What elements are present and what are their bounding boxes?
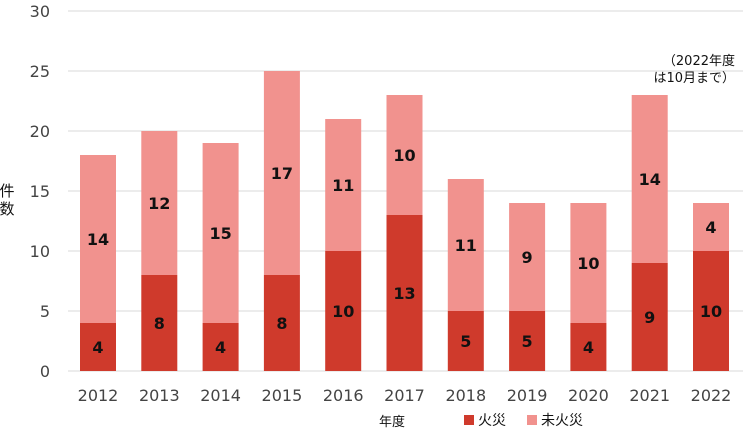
y-tick-label: 20	[30, 122, 50, 141]
data-label: 11	[455, 236, 477, 255]
legend-label-fire: 火災	[478, 413, 506, 429]
x-tick-label: 2022	[691, 386, 732, 405]
y-tick-label: 5	[40, 302, 50, 321]
y-tick-label: 15	[30, 182, 50, 201]
bar-segment-nonfire	[570, 203, 607, 323]
bar-segment-fire	[80, 323, 116, 371]
x-tick-label: 2017	[384, 386, 425, 405]
bar-segment-fire	[263, 275, 300, 371]
data-label: 9	[522, 248, 533, 267]
x-tick-label: 2016	[323, 386, 364, 405]
data-label: 4	[215, 338, 226, 357]
data-label: 4	[583, 338, 594, 357]
legend: 火災 未火災	[464, 413, 583, 429]
annotation-line-1: （2022年度	[663, 53, 735, 69]
bar-segment-fire	[693, 251, 729, 371]
bar-segment-fire	[447, 311, 484, 371]
x-tick-label: 2018	[445, 386, 486, 405]
data-label: 15	[209, 224, 231, 243]
bars	[80, 71, 729, 371]
annotation-line-2: は10月まで）	[653, 71, 735, 86]
data-label: 9	[644, 308, 655, 327]
y-axis-label-char-1: 件	[0, 182, 15, 200]
y-axis-label-char-2: 数	[0, 200, 15, 218]
x-axis-ticks: 2012 2013 2014 2015 2016 2017 2018 2019 2020 2021…	[78, 386, 732, 405]
legend-swatch-fire	[464, 415, 474, 425]
x-tick-label: 2014	[200, 386, 241, 405]
bar-segment-fire	[509, 311, 546, 371]
bar-segment-nonfire	[386, 95, 423, 215]
y-tick-label: 30	[30, 2, 50, 21]
x-tick-label: 2015	[262, 386, 303, 405]
data-label: 8	[276, 314, 287, 333]
data-label: 14	[87, 230, 109, 249]
bar-segment-nonfire	[447, 179, 484, 311]
bar-segment-fire	[570, 323, 607, 371]
data-label: 10	[393, 146, 415, 165]
data-labels: 4 14 8 12 4 15 8 17 10 11 13 10 5 11 5 9 4 10 9 14 10 4	[87, 146, 722, 357]
bar-segment-nonfire	[325, 119, 362, 251]
data-label: 5	[522, 332, 533, 351]
y-axis-ticks: 0 5 10 15 20 25 30	[30, 2, 50, 381]
data-label: 10	[700, 302, 722, 321]
data-label: 12	[148, 194, 170, 213]
bar-segment-fire	[631, 263, 668, 371]
bar-segment-nonfire	[693, 203, 729, 251]
data-label: 4	[705, 218, 716, 237]
data-label: 10	[332, 302, 354, 321]
x-tick-label: 2012	[78, 386, 119, 405]
x-tick-label: 2020	[568, 386, 609, 405]
data-label: 13	[393, 284, 415, 303]
bar-segment-fire	[325, 251, 362, 371]
data-label: 5	[460, 332, 471, 351]
bar-segment-nonfire	[141, 131, 178, 275]
legend-swatch-nonfire	[527, 415, 537, 425]
data-label: 17	[271, 164, 293, 183]
y-tick-label: 25	[30, 62, 50, 81]
bar-segment-nonfire	[263, 71, 300, 275]
y-tick-label: 10	[30, 242, 50, 261]
bar-segment-fire	[386, 215, 423, 371]
x-tick-label: 2021	[629, 386, 670, 405]
legend-label-nonfire: 未火災	[541, 413, 583, 429]
bar-segment-fire	[141, 275, 178, 371]
bar-segment-nonfire	[80, 155, 116, 323]
data-label: 4	[92, 338, 103, 357]
bar-segment-nonfire	[631, 95, 668, 263]
bar-segment-fire	[202, 323, 239, 371]
bar-segment-nonfire	[509, 203, 546, 311]
x-tick-label: 2013	[139, 386, 180, 405]
bar-segment-nonfire	[202, 143, 239, 323]
data-label: 10	[577, 254, 599, 273]
y-tick-label: 0	[40, 362, 50, 381]
data-label: 11	[332, 176, 354, 195]
x-axis-label: 年度	[379, 414, 405, 430]
x-tick-label: 2019	[507, 386, 548, 405]
data-label: 14	[639, 170, 661, 189]
data-label: 8	[154, 314, 165, 333]
